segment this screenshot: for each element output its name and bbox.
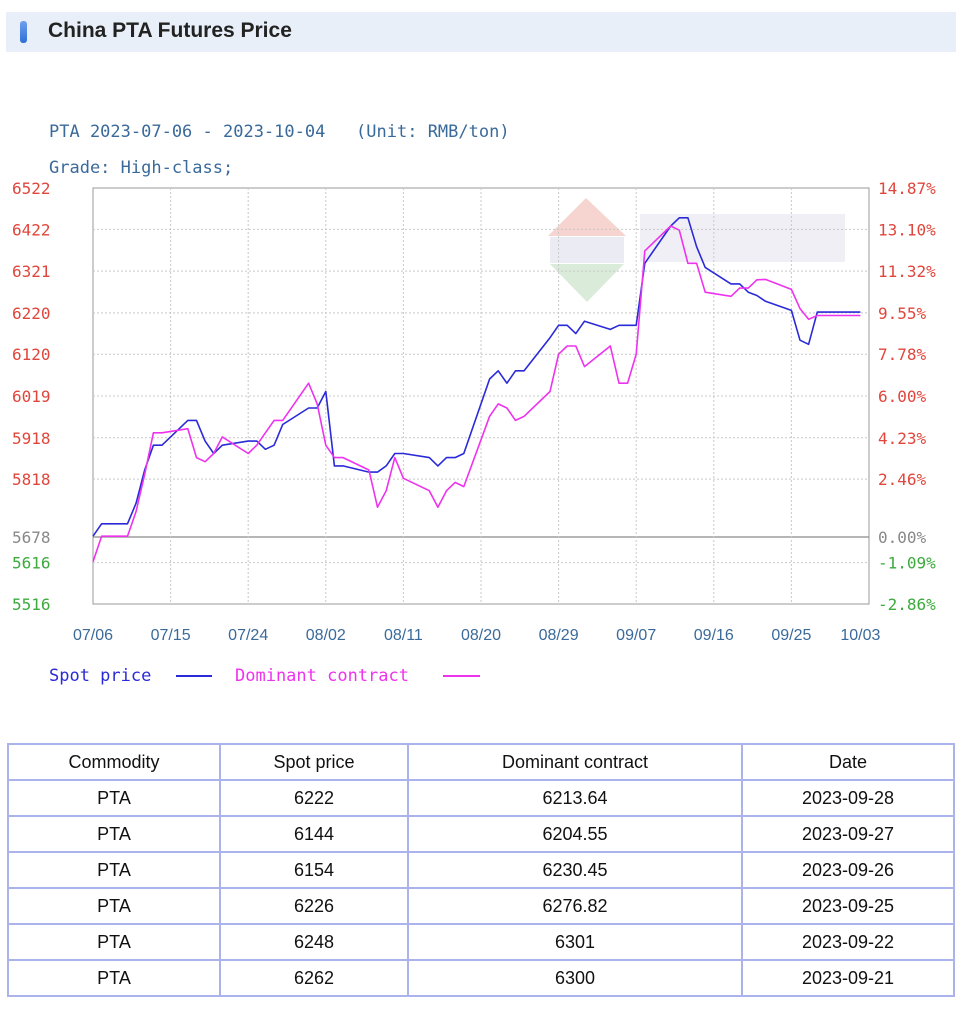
cell-spot-price: 6154 (219, 851, 409, 889)
y-right-tick-label: 11.32% (878, 262, 936, 281)
y-left-tick-label: 5516 (12, 595, 51, 614)
y-left-tick-label: 5818 (12, 470, 51, 489)
x-tick-label: 07/06 (73, 627, 113, 644)
table-row: PTA 6262 6300 2023-09-21 (7, 959, 955, 997)
dominant-price-line (92, 225, 861, 563)
y-right-tick-label: -2.86% (878, 595, 936, 614)
y-right-tick-label: 7.78% (878, 345, 927, 364)
x-tick-label: 09/25 (771, 627, 811, 644)
header-commodity: Commodity (7, 743, 221, 781)
y-left-tick-label: 6019 (12, 387, 51, 406)
header-accent-bar (20, 21, 27, 43)
cell-commodity: PTA (7, 815, 221, 853)
sunsirs-watermark (548, 198, 845, 302)
page-title: China PTA Futures Price (48, 19, 292, 42)
cell-date: 2023-09-22 (741, 923, 955, 961)
y-left-tick-label: 5918 (12, 429, 51, 448)
chart-title: PTA 2023-07-06 - 2023-10-04 (Unit: RMB/t… (49, 122, 510, 142)
cell-commodity: PTA (7, 851, 221, 889)
x-tick-label: 08/02 (306, 627, 346, 644)
cell-date: 2023-09-25 (741, 887, 955, 925)
cell-date: 2023-09-26 (741, 851, 955, 889)
cell-commodity: PTA (7, 887, 221, 925)
cell-spot-price: 6226 (219, 887, 409, 925)
y-left-tick-label: 6220 (12, 304, 51, 323)
y-left-tick-label: 6120 (12, 345, 51, 364)
cell-spot-price: 6262 (219, 959, 409, 997)
cell-dominant-contract: 6276.82 (407, 887, 743, 925)
x-tick-label: 10/03 (840, 627, 880, 644)
legend-dominant-label: Dominant contract (235, 666, 409, 686)
x-tick-label: 09/16 (694, 627, 734, 644)
y-right-tick-label: 6.00% (878, 387, 927, 406)
x-tick-label: 07/15 (151, 627, 191, 644)
cell-date: 2023-09-21 (741, 959, 955, 997)
header-date: Date (741, 743, 955, 781)
table-row: PTA 6144 6204.55 2023-09-27 (7, 815, 955, 853)
x-tick-label: 09/07 (616, 627, 656, 644)
price-chart: 6522 6422 6321 6220 6120 6019 5918 5818 5678 5616… (12, 122, 936, 686)
y-right-tick-label: 14.87% (878, 179, 936, 198)
header-spot-price: Spot price (219, 743, 409, 781)
cell-dominant-contract: 6301 (407, 923, 743, 961)
cell-dominant-contract: 6213.64 (407, 779, 743, 817)
y-left-tick-label: 5616 (12, 554, 51, 573)
legend-spot-label: Spot price (49, 666, 151, 686)
cell-dominant-contract: 6230.45 (407, 851, 743, 889)
x-tick-label: 07/24 (228, 627, 268, 644)
y-right-tick-label: 4.23% (878, 429, 927, 448)
cell-spot-price: 6222 (219, 779, 409, 817)
y-right-tick-label: 13.10% (878, 220, 936, 239)
y-right-tick-label: 2.46% (878, 470, 927, 489)
y-right-tick-label: 0.00% (878, 528, 927, 547)
cell-commodity: PTA (7, 923, 221, 961)
y-left-tick-label: 6321 (12, 262, 51, 281)
y-left-tick-label: 6422 (12, 220, 51, 239)
page-header: China PTA Futures Price (6, 12, 956, 52)
cell-commodity: PTA (7, 779, 221, 817)
x-tick-label: 08/11 (384, 627, 423, 644)
table-row: PTA 6154 6230.45 2023-09-26 (7, 851, 955, 889)
cell-spot-price: 6248 (219, 923, 409, 961)
cell-dominant-contract: 6300 (407, 959, 743, 997)
spot-price-line (92, 217, 861, 537)
table-header-row: Commodity Spot price Dominant contract D… (7, 743, 955, 781)
table-row: PTA 6248 6301 2023-09-22 (7, 923, 955, 961)
chart-legend: Spot price Dominant contract (49, 666, 480, 686)
cell-commodity: PTA (7, 959, 221, 997)
y-left-tick-label: 6522 (12, 179, 51, 198)
header-dominant-contract: Dominant contract (407, 743, 743, 781)
price-table: Commodity Spot price Dominant contract D… (7, 743, 955, 997)
x-tick-label: 08/20 (461, 627, 501, 644)
chart-subtitle: Grade: High-class; (49, 158, 233, 178)
cell-date: 2023-09-28 (741, 779, 955, 817)
y-right-tick-label: -1.09% (878, 554, 936, 573)
y-left-tick-label: 5678 (12, 528, 51, 547)
y-right-tick-label: 9.55% (878, 304, 927, 323)
cell-spot-price: 6144 (219, 815, 409, 853)
table-row: PTA 6226 6276.82 2023-09-25 (7, 887, 955, 925)
x-tick-label: 08/29 (539, 627, 579, 644)
cell-dominant-contract: 6204.55 (407, 815, 743, 853)
cell-date: 2023-09-27 (741, 815, 955, 853)
table-row: PTA 6222 6213.64 2023-09-28 (7, 779, 955, 817)
